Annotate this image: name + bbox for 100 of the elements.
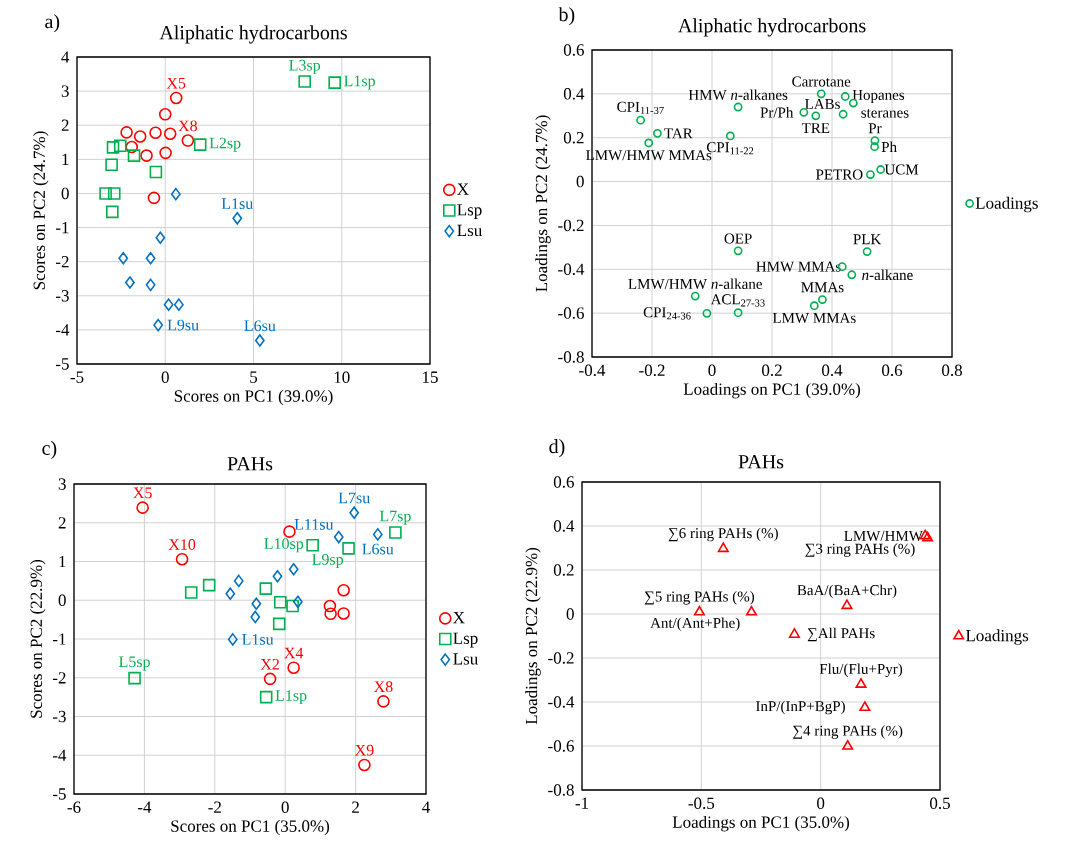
- point: [184, 586, 198, 599]
- chart-title: Aliphatic hydrocarbons: [678, 18, 866, 37]
- annotation: Pr: [868, 123, 882, 134]
- point: [855, 678, 867, 688]
- annotation: L3sp: [289, 59, 321, 74]
- annotation: X8: [178, 120, 198, 132]
- point: [288, 562, 299, 576]
- x-tick-label: 0: [708, 364, 716, 376]
- x-tick-label: -6: [67, 801, 81, 813]
- legend-label: X: [457, 183, 469, 195]
- point: [636, 115, 646, 125]
- annotation: TAR: [664, 128, 693, 139]
- point: [113, 139, 127, 152]
- annotation: Carrotane: [792, 76, 851, 87]
- y-axis-title: Scores on PC2 (24.7%): [33, 131, 49, 290]
- y-tick-label: 1: [62, 153, 69, 165]
- point: [233, 574, 244, 588]
- y-tick-label: 0: [61, 187, 69, 200]
- y-tick-label: 0: [58, 594, 66, 606]
- x-tick-label: -2: [208, 801, 221, 813]
- annotation: UCM: [884, 164, 919, 175]
- point: [862, 247, 872, 256]
- point: [788, 628, 800, 639]
- point: [170, 187, 181, 201]
- legend-label: Loadings: [975, 196, 1038, 213]
- annotation: HMW n-alkanes: [688, 89, 788, 101]
- point: [227, 633, 238, 646]
- x-tick-label: -0.5: [688, 797, 715, 810]
- annotation: ∑5 ring PAHs (%): [644, 591, 755, 605]
- x-tick-label: -4: [137, 801, 152, 813]
- annotation: TRE: [801, 123, 830, 133]
- point: [133, 130, 147, 143]
- x-tick-label: -0.4: [579, 364, 606, 377]
- annotation: n-alkane: [862, 269, 913, 281]
- annotation: X5: [133, 487, 152, 499]
- point: [107, 187, 121, 200]
- point: [653, 128, 662, 138]
- y-tick-label: -0.2: [548, 652, 574, 664]
- annotation: L1su: [242, 634, 274, 645]
- point: [127, 149, 141, 162]
- point: [125, 276, 135, 289]
- chart-title: PAHs: [227, 457, 273, 471]
- point: [342, 542, 355, 555]
- x-tick-label: 0: [817, 797, 825, 810]
- annotation: X5: [166, 77, 186, 89]
- y-tick-label: 0: [576, 175, 584, 188]
- text: b): [558, 7, 575, 26]
- point: [717, 542, 729, 553]
- x-tick-label: -0.2: [639, 364, 665, 377]
- y-tick-label: 0.6: [563, 44, 584, 56]
- annotation: CPI$_{11-37}$: [617, 101, 664, 114]
- legend-label: Lsu: [457, 224, 482, 237]
- y-tick-label: 3: [61, 85, 69, 97]
- legend-label: Loadings: [965, 629, 1029, 645]
- y-tick-label: -0.4: [548, 696, 575, 708]
- y-tick-label: -0.8: [558, 351, 584, 363]
- point: [372, 528, 383, 541]
- point: [306, 538, 319, 552]
- y-tick-label: -2: [55, 256, 69, 268]
- annotation: Flu/(Flu+Pyr): [819, 663, 903, 678]
- annotation: ∑3 ring PAHs (%): [805, 543, 915, 557]
- annotation: InP/(InP+BgP): [756, 700, 845, 715]
- point: [105, 158, 118, 172]
- annotation: L1sp: [344, 75, 375, 90]
- point: [181, 134, 195, 147]
- annotation: L5sp: [119, 656, 150, 671]
- y-axis-title: Loadings on PC2 (24.7%): [535, 115, 551, 292]
- point: [155, 231, 166, 245]
- annotation: BaA/(BaA+Chr): [797, 584, 897, 599]
- annotation: MMAs: [801, 282, 844, 293]
- point: [377, 695, 390, 708]
- point: [106, 205, 119, 219]
- chart-title: PAHs: [738, 455, 784, 469]
- x-tick-label: 5: [250, 371, 258, 383]
- y-tick-label: -0.4: [558, 263, 585, 276]
- annotation: Ph: [881, 141, 897, 152]
- legend-label: Lsp: [453, 632, 478, 648]
- point: [283, 525, 296, 538]
- y-axis-title: Scores on PC2 (22.9%): [30, 559, 46, 718]
- x-axis-title: Scores on PC1 (35.0%): [171, 819, 330, 836]
- point: [292, 595, 303, 609]
- x-tick-label: 0.4: [822, 364, 843, 377]
- annotation: L6su: [362, 543, 394, 555]
- annotation: X2: [260, 658, 279, 670]
- x-tick-label: -5: [70, 371, 84, 383]
- annotation: L1sp: [275, 690, 307, 705]
- point: [870, 142, 880, 152]
- x-tick-label: 10: [334, 371, 350, 383]
- point: [859, 701, 871, 712]
- point: [232, 212, 243, 225]
- y-tick-label: -3: [55, 290, 69, 302]
- point: [337, 583, 350, 597]
- x-tick-label: 2: [352, 801, 359, 813]
- point: [693, 605, 705, 616]
- point: [324, 607, 337, 621]
- point: [816, 89, 826, 99]
- y-tick-label: 0: [566, 608, 574, 620]
- legend-label: X: [453, 612, 465, 624]
- point: [287, 661, 300, 674]
- point: [225, 587, 236, 600]
